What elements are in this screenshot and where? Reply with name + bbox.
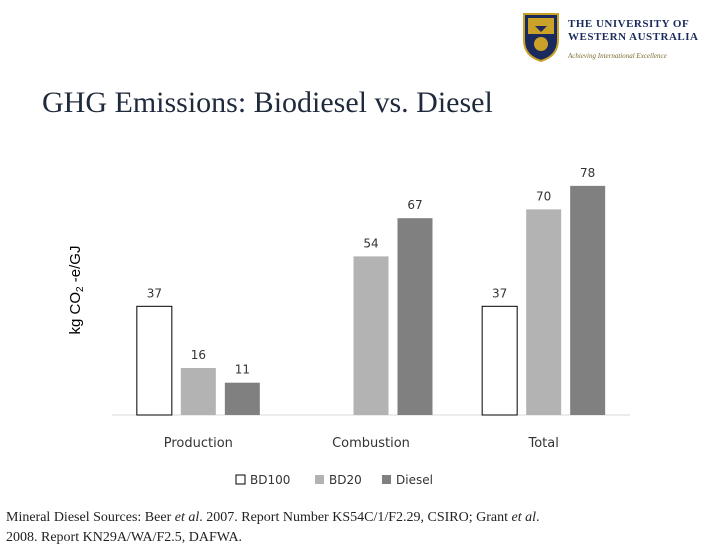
data-label-diesel-production: 11 <box>235 363 250 377</box>
bar-bd20-combustion <box>353 256 389 415</box>
legend-swatch-bd100 <box>235 474 246 485</box>
university-tagline: Achieving International Excellence <box>568 52 667 60</box>
data-label-bd20-total: 70 <box>536 189 551 203</box>
university-name-line1: THE UNIVERSITY OF <box>568 18 690 30</box>
sources-footer: Mineral Diesel Sources: Beer et al. 2007… <box>6 508 724 548</box>
data-label-diesel-combustion: 67 <box>407 198 422 212</box>
bar-bd100-production <box>136 305 173 416</box>
bar-diesel-combustion <box>397 218 433 415</box>
sources-line-2: 2008. Report KN29A/WA/F2.5, DAFWA. <box>6 530 243 545</box>
sources-text-d: et al <box>511 510 537 525</box>
sources-text-e: . <box>536 510 540 525</box>
legend-label-bd20: BD20 <box>329 473 362 487</box>
data-label-diesel-total: 78 <box>580 166 595 180</box>
university-name-line2: WESTERN AUSTRALIA <box>568 31 699 43</box>
bar-bd20-total <box>526 209 562 415</box>
y-axis-label: kg CO2 -e/GJ <box>67 246 86 335</box>
x-tick-label-total: Total <box>527 436 558 451</box>
sources-text-c: . 2007. Report Number KS54C/1/F2.29, CSI… <box>199 510 512 525</box>
data-label-bd100-total: 37 <box>492 286 507 300</box>
x-tick-label-production: Production <box>164 436 233 451</box>
legend-label-bd100: BD100 <box>250 473 290 487</box>
slide-title: GHG Emissions: Biodiesel vs. Diesel <box>42 86 493 119</box>
university-name: THE UNIVERSITY OF WESTERN AUSTRALIA <box>568 18 718 44</box>
sources-text-a: Mineral Diesel Sources: Beer <box>6 510 175 525</box>
x-tick-label-combustion: Combustion <box>332 436 410 451</box>
bar-bd20-production <box>180 368 216 415</box>
sources-line-1: Mineral Diesel Sources: Beer et al. 2007… <box>6 508 724 528</box>
university-crest-icon <box>523 13 559 62</box>
legend-swatch-bd20 <box>315 475 324 484</box>
legend-swatch-diesel <box>382 475 391 484</box>
data-label-bd20-combustion: 54 <box>363 236 378 250</box>
data-label-bd100-production: 37 <box>147 286 162 300</box>
bar-diesel-production <box>224 382 260 415</box>
university-logo: THE UNIVERSITY OF WESTERN AUSTRALIA Achi… <box>516 12 716 72</box>
bar-diesel-total <box>570 185 606 415</box>
legend-label-diesel: Diesel <box>396 473 433 487</box>
bar-bd100-total <box>481 305 518 416</box>
sources-text-b: et al <box>174 510 200 525</box>
data-label-bd20-production: 16 <box>191 348 206 362</box>
